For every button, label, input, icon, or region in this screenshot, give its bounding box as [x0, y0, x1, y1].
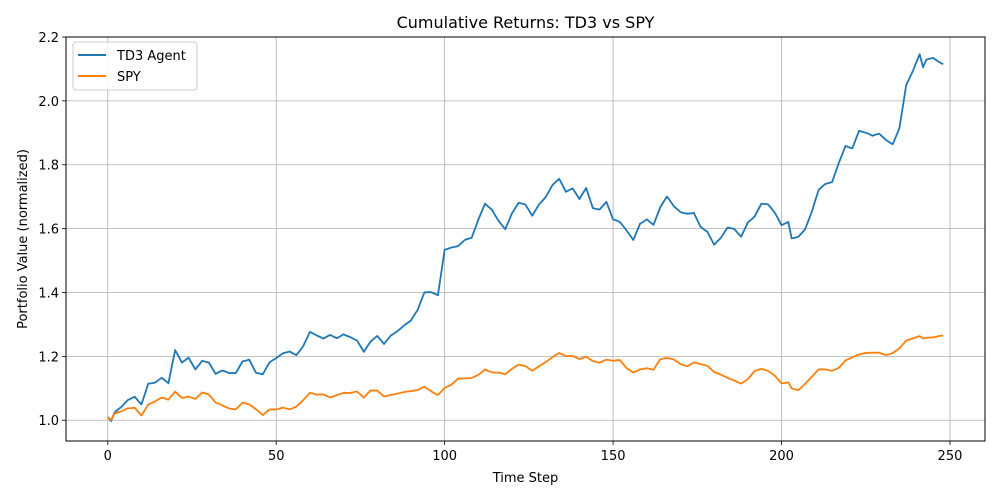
- legend-label-spy: SPY: [117, 70, 141, 85]
- chart-title: Cumulative Returns: TD3 vs SPY: [397, 13, 655, 32]
- legend-label-td3-agent: TD3 Agent: [116, 49, 186, 64]
- y-tick-label: 1.4: [38, 286, 59, 301]
- y-tick-label: 1.0: [38, 414, 59, 429]
- x-tick-label: 50: [268, 449, 285, 464]
- y-axis-ticks: 1.0 1.2 1.4 1.6 1.8 2.0 2.2: [38, 31, 66, 429]
- y-tick-label: 2.0: [38, 95, 59, 110]
- x-axis-ticks: 0 50 100 150 200 250: [104, 441, 963, 464]
- x-tick-label: 250: [938, 449, 963, 464]
- x-axis-label: Time Step: [492, 471, 559, 486]
- series-layer: [107, 53, 944, 422]
- x-tick-label: 0: [104, 449, 112, 464]
- grid-lines: [66, 36, 985, 441]
- x-tick-label: 150: [601, 449, 626, 464]
- x-tick-label: 100: [432, 449, 457, 464]
- series-line-td3-agent: [107, 53, 944, 422]
- legend: TD3 Agent SPY: [72, 41, 198, 91]
- x-tick-label: 200: [769, 449, 794, 464]
- y-tick-label: 1.6: [38, 223, 59, 238]
- y-tick-label: 1.2: [38, 350, 59, 365]
- y-axis-label: Portfolio Value (normalized): [16, 149, 31, 329]
- series-line-spy: [107, 334, 944, 421]
- plot-frame: [65, 36, 986, 442]
- y-tick-label: 2.2: [38, 31, 59, 46]
- y-tick-label: 1.8: [38, 159, 59, 174]
